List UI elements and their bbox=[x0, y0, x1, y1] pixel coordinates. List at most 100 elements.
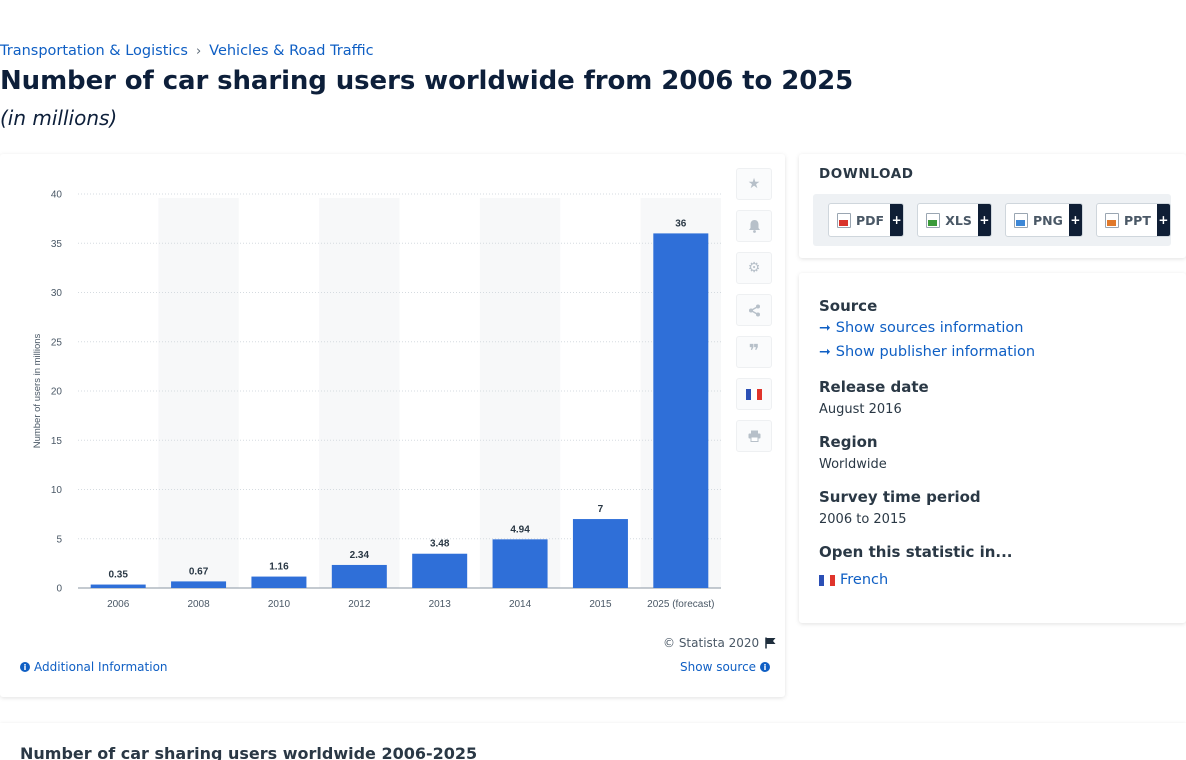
french-flag-icon bbox=[819, 574, 835, 586]
open-french-link[interactable]: French bbox=[819, 572, 888, 588]
download-xls-button[interactable]: XLS + bbox=[917, 203, 992, 237]
copyright-text: © Statista 2020 bbox=[663, 636, 760, 650]
xls-plus[interactable]: + bbox=[977, 204, 991, 236]
y-tick-label: 40 bbox=[51, 190, 63, 201]
french-flag-icon bbox=[746, 388, 762, 400]
pdf-label: PDF bbox=[856, 212, 885, 228]
x-tick-label: 2006 bbox=[107, 599, 130, 610]
share-icon bbox=[748, 304, 760, 316]
page-subtitle: (in millions) bbox=[0, 106, 118, 130]
notification-button[interactable] bbox=[736, 210, 772, 242]
download-pdf-button[interactable]: PDF + bbox=[828, 203, 905, 237]
x-tick-label: 2025 (forecast) bbox=[647, 599, 714, 610]
data-label: 1.16 bbox=[269, 562, 289, 573]
show-source-link[interactable]: Show source i bbox=[680, 660, 771, 674]
print-button[interactable] bbox=[736, 420, 772, 452]
column-shade bbox=[158, 198, 239, 588]
png-plus[interactable]: + bbox=[1068, 204, 1082, 236]
show-publisher-label: Show publisher information bbox=[835, 344, 1036, 360]
survey-period-label: Survey time period bbox=[819, 488, 981, 506]
arrow-right-icon: ➞ bbox=[819, 320, 831, 336]
copyright: © Statista 2020 bbox=[663, 636, 777, 650]
pdf-file-icon bbox=[837, 212, 851, 228]
breadcrumb-separator: › bbox=[195, 43, 202, 59]
x-tick-label: 2014 bbox=[509, 599, 532, 610]
settings-button[interactable]: ⚙ bbox=[736, 252, 772, 284]
additional-info-label: Additional Information bbox=[34, 660, 168, 674]
breadcrumb: Transportation & Logistics › Vehicles & … bbox=[0, 43, 374, 59]
breadcrumb-transportation-link[interactable]: Transportation & Logistics bbox=[0, 43, 188, 59]
star-icon: ★ bbox=[747, 176, 761, 192]
breadcrumb-vehicles-link[interactable]: Vehicles & Road Traffic bbox=[209, 43, 374, 59]
y-axis-label: Number of users in millions bbox=[32, 333, 43, 448]
x-tick-label: 2010 bbox=[268, 599, 291, 610]
png-label: PNG bbox=[1032, 212, 1063, 228]
region-value: Worldwide bbox=[819, 457, 887, 472]
xls-label: XLS bbox=[945, 212, 972, 228]
gear-icon: ⚙ bbox=[747, 260, 761, 276]
y-tick-label: 15 bbox=[51, 436, 63, 447]
x-tick-label: 2008 bbox=[187, 599, 210, 610]
show-publisher-link[interactable]: ➞ Show publisher information bbox=[819, 344, 1035, 360]
ppt-file-icon bbox=[1105, 212, 1119, 228]
region-label: Region bbox=[819, 433, 878, 451]
info-icon: i bbox=[760, 662, 771, 672]
show-source-label: Show source bbox=[680, 660, 757, 674]
print-icon bbox=[748, 430, 760, 442]
additional-info-link[interactable]: i Additional Information bbox=[20, 660, 168, 674]
bar bbox=[90, 584, 146, 588]
cite-button[interactable]: ❞ bbox=[736, 336, 772, 368]
y-tick-label: 30 bbox=[51, 288, 63, 299]
bottom-title: Number of car sharing users worldwide 20… bbox=[20, 744, 478, 760]
column-shade bbox=[319, 198, 400, 588]
x-tick-label: 2015 bbox=[589, 599, 612, 610]
flag-report-icon[interactable] bbox=[765, 637, 777, 649]
bar bbox=[412, 553, 468, 588]
xls-file-icon bbox=[926, 212, 941, 228]
data-label: 7 bbox=[598, 504, 604, 515]
png-file-icon bbox=[1013, 212, 1028, 228]
download-buttons: PDF + XLS + PNG + PPT + bbox=[813, 194, 1172, 246]
y-tick-label: 10 bbox=[51, 485, 63, 496]
pdf-plus[interactable]: + bbox=[890, 204, 904, 236]
data-label: 0.67 bbox=[189, 566, 209, 577]
download-png-button[interactable]: PNG + bbox=[1004, 203, 1083, 237]
french-version-button[interactable] bbox=[736, 378, 772, 410]
favorite-button[interactable]: ★ bbox=[736, 168, 772, 200]
download-title: DOWNLOAD bbox=[819, 166, 914, 182]
x-tick-label: 2012 bbox=[348, 599, 371, 610]
bar bbox=[572, 519, 628, 588]
page-title: Number of car sharing users worldwide fr… bbox=[0, 66, 854, 96]
data-label: 4.94 bbox=[510, 524, 530, 535]
bar bbox=[171, 581, 227, 588]
open-statistic-label: Open this statistic in... bbox=[819, 543, 1013, 561]
info-icon: i bbox=[20, 662, 30, 672]
data-label: 3.48 bbox=[430, 539, 450, 550]
bar-chart: 0 5 10 15 20 25 30 35 40 Number of users in milli… bbox=[32, 190, 721, 610]
bar bbox=[492, 539, 548, 588]
data-label: 0.35 bbox=[108, 570, 128, 581]
bar bbox=[653, 233, 709, 588]
column-shade bbox=[479, 198, 561, 588]
arrow-right-icon: ➞ bbox=[819, 344, 831, 360]
y-tick-label: 35 bbox=[51, 239, 63, 250]
bar bbox=[251, 576, 307, 588]
chart-card: 0 5 10 15 20 25 30 35 40 Number of users in milli… bbox=[0, 154, 785, 697]
survey-period-value: 2006 to 2015 bbox=[819, 512, 907, 527]
data-label: 36 bbox=[675, 218, 687, 229]
y-tick-label: 0 bbox=[56, 584, 62, 595]
source-label: Source bbox=[819, 297, 878, 315]
download-ppt-button[interactable]: PPT + bbox=[1096, 203, 1172, 237]
ppt-plus[interactable]: + bbox=[1156, 204, 1171, 236]
show-sources-link[interactable]: ➞ Show sources information bbox=[819, 320, 1023, 336]
chart-toolbar: ★ ⚙ ❞ bbox=[736, 168, 772, 452]
quote-icon: ❞ bbox=[748, 341, 760, 362]
ppt-label: PPT bbox=[1124, 212, 1151, 228]
open-french-label: French bbox=[840, 572, 889, 588]
bar bbox=[331, 564, 387, 588]
show-sources-label: Show sources information bbox=[835, 320, 1024, 336]
release-date-value: August 2016 bbox=[819, 402, 902, 417]
share-button[interactable] bbox=[736, 294, 772, 326]
bell-icon bbox=[748, 220, 760, 233]
data-label: 2.34 bbox=[350, 550, 370, 561]
